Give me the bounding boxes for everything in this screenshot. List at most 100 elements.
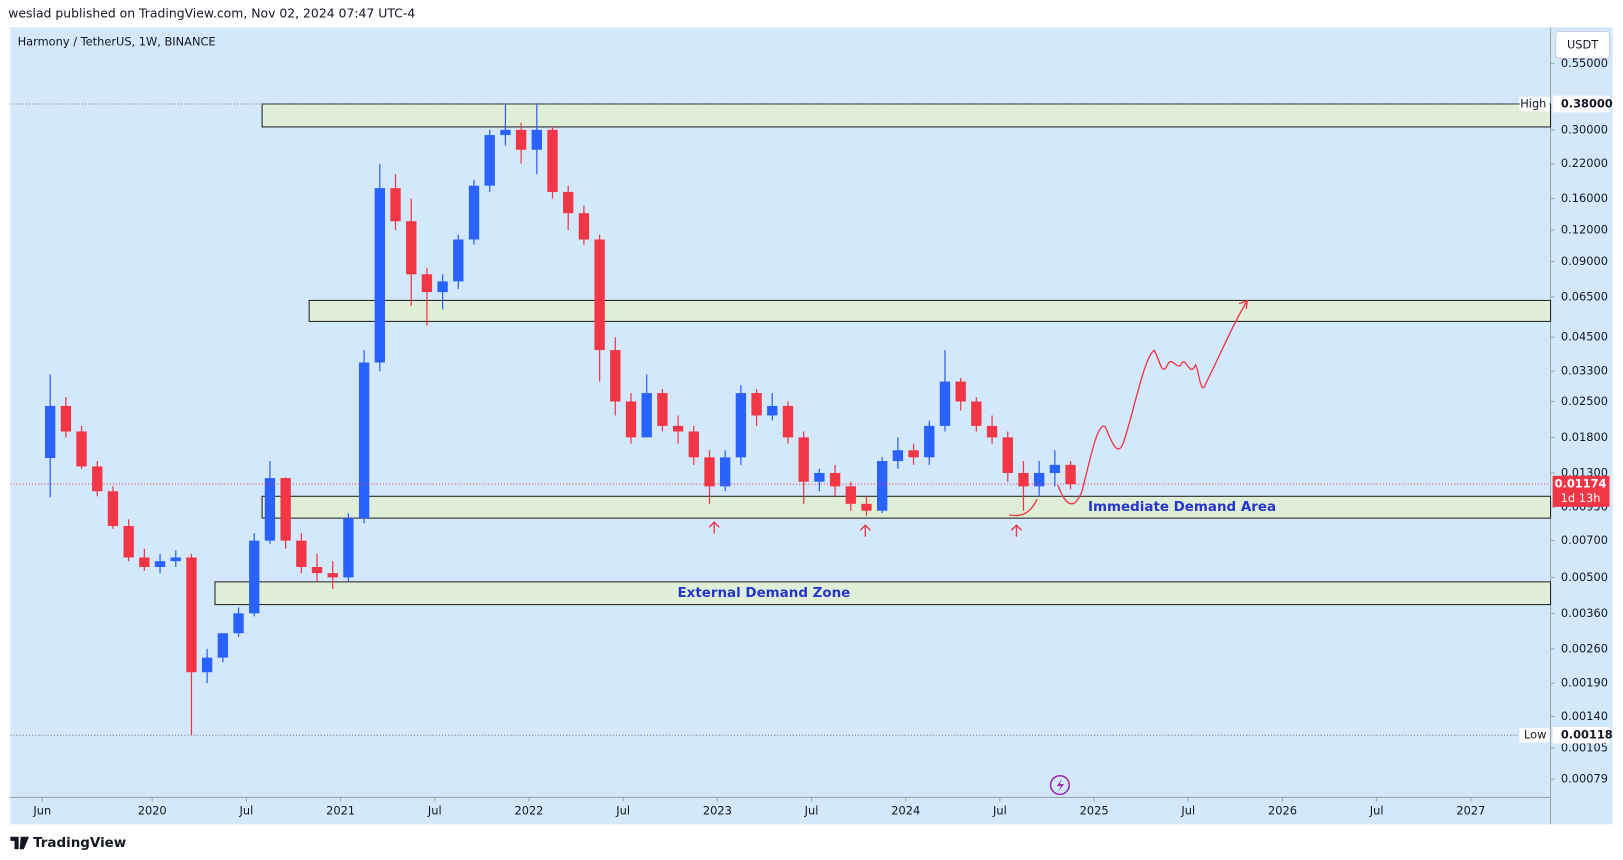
x-tick-label: Jul [427,803,442,817]
candle-body [374,188,386,363]
x-tick-label: 2025 [1080,803,1109,817]
y-tick-label: 0.22000 [1561,156,1608,170]
curve [1009,499,1038,517]
y-tick-label: 0.00105 [1561,741,1608,755]
y-tick-label: 0.00360 [1561,606,1608,620]
candle-body [735,393,747,458]
candle-body [563,191,574,214]
y-tick-label: 0.04500 [1561,330,1608,344]
x-tick-label: 2020 [138,803,167,817]
y-tick-label: 0.00140 [1561,709,1608,723]
candle-body [578,213,590,240]
candle-body [421,274,433,293]
candle-body [249,540,260,614]
candle-body [327,573,338,578]
marker-value: 0.00118 [1561,728,1613,742]
x-tick-label: Jun [32,803,51,817]
candle-body [280,478,291,541]
candle-body [924,425,935,458]
candle-body [201,657,213,673]
marker-name: Low [1524,728,1546,742]
candle-body [154,561,166,567]
candle-body [814,472,825,482]
last-price-value: 0.01174 [1555,477,1607,491]
candle-body [453,239,464,282]
y-tick-label: 0.03300 [1561,364,1608,378]
alert-icon[interactable] [1049,774,1071,796]
candle-body [1049,464,1061,473]
candle-body [547,129,558,192]
candle-body [358,362,370,519]
candle-body [343,518,354,578]
x-tick-label: Jul [1180,803,1195,817]
icon-ring[interactable] [1049,774,1071,796]
y-tick-label: 0.09000 [1561,254,1608,268]
logo-mark [10,836,29,850]
candle-body [484,135,495,186]
candle-body [688,431,699,458]
marker-name-box [1519,96,1550,112]
currency-button[interactable]: USDT [1555,30,1611,59]
candle-body [767,405,778,416]
y-tick-label: 0.00079 [1561,772,1608,786]
candle-body [908,450,919,458]
button-frame[interactable] [1555,30,1611,59]
candle-body [625,401,637,438]
x-tick-label: Jul [1369,803,1384,817]
zone [261,103,1552,128]
candle-body [720,457,731,487]
candles [44,103,1076,736]
y-tick-label: 0.00700 [1561,533,1608,547]
candle-body [939,381,951,426]
candle-body [829,472,841,487]
x-tick-label: 2022 [514,803,543,817]
x-tick-label: Jul [804,803,819,817]
icon-bolt[interactable] [1056,778,1065,793]
candle-body [751,393,762,416]
y-tick-label: 0.30000 [1561,122,1608,136]
candle-body [1018,472,1029,487]
button-label[interactable]: USDT [1567,37,1598,51]
y-tick-label: 0.00190 [1561,676,1608,690]
candle-body [468,185,480,240]
candle-body [955,381,966,402]
header: weslad published on TradingView.com, Nov… [8,5,415,20]
marker-value-box [1552,95,1610,113]
candle-body [641,393,652,438]
candle-body [390,188,401,222]
candle-body [311,566,323,574]
candle-body [1033,472,1045,487]
zone-label: External Demand Zone [677,586,850,601]
candle-body [186,557,197,673]
candle-body [296,540,307,567]
y-tick-label: 0.06500 [1561,290,1608,304]
candle-body [123,526,134,558]
last-price-box [1552,475,1610,507]
arrow [708,521,720,534]
candle-body [406,221,417,275]
candle-body [986,425,998,438]
zone [308,299,1552,322]
candle-body [672,425,684,432]
candle-body [1065,464,1076,485]
candle-body [704,457,715,487]
candle-body [515,129,527,150]
zone-label: Immediate Demand Area [1088,500,1276,515]
projection [1057,299,1249,505]
y-tick-label: 0.12000 [1561,222,1608,236]
candle-body [217,633,229,658]
y-tick-label: 0.00500 [1561,570,1608,584]
drawings [708,299,1249,537]
marker-value-box [1552,726,1610,744]
candle-body [76,431,87,467]
candle-body [60,405,72,432]
marker-name-box [1519,728,1550,743]
chart-background [10,27,1613,825]
x-tick-label: 2023 [703,803,732,817]
arrow [859,524,871,537]
candle-body [798,437,809,482]
candle-body [845,486,856,504]
marker-name: High [1520,96,1546,110]
candle-body [892,450,904,462]
